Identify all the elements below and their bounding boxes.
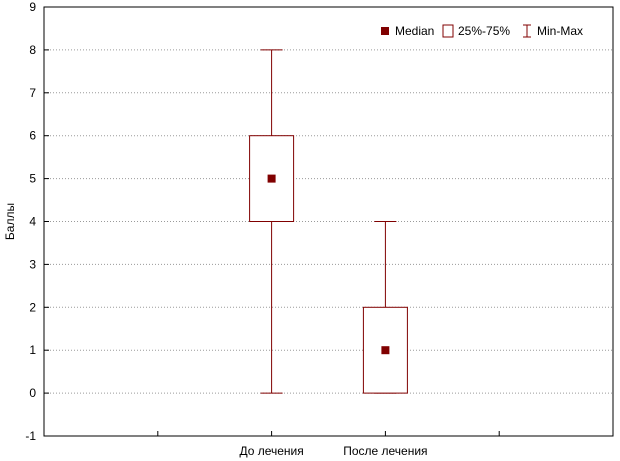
x-tick-label: После лечения bbox=[343, 444, 427, 458]
y-tick-label: 4 bbox=[29, 215, 36, 229]
box-series bbox=[249, 49, 408, 394]
legend-box-label: 25%-75% bbox=[458, 24, 510, 38]
y-tick-label: 8 bbox=[29, 43, 36, 57]
x-axis: До лечения После лечения bbox=[239, 444, 427, 458]
legend-median-marker bbox=[381, 27, 389, 35]
legend-whisker-label: Min-Max bbox=[537, 24, 583, 38]
x-axis-ticks bbox=[157, 431, 500, 436]
y-tick-label: 5 bbox=[29, 172, 36, 186]
y-axis: -1 0 1 2 3 4 5 6 7 8 9 bbox=[25, 0, 49, 443]
y-tick-label: 7 bbox=[29, 86, 36, 100]
legend: Median 25%-75% Min-Max bbox=[381, 24, 583, 38]
y-tick-label: 0 bbox=[29, 386, 36, 400]
legend-box-marker bbox=[442, 24, 454, 38]
box-group bbox=[249, 49, 295, 394]
y-tick-label: 1 bbox=[29, 343, 36, 357]
y-tick-label: 2 bbox=[29, 300, 36, 314]
x-tick-label: До лечения bbox=[239, 444, 303, 458]
y-tick-label: 9 bbox=[29, 0, 36, 14]
box-group bbox=[362, 221, 408, 394]
median-point bbox=[381, 346, 390, 355]
y-tick-label: 3 bbox=[29, 257, 36, 271]
gridlines bbox=[44, 49, 613, 394]
y-tick-label: -1 bbox=[25, 429, 36, 443]
y-axis-label: Баллы bbox=[3, 203, 17, 240]
y-tick-label: 6 bbox=[29, 129, 36, 143]
legend-median-label: Median bbox=[395, 24, 434, 38]
median-point bbox=[267, 174, 276, 183]
